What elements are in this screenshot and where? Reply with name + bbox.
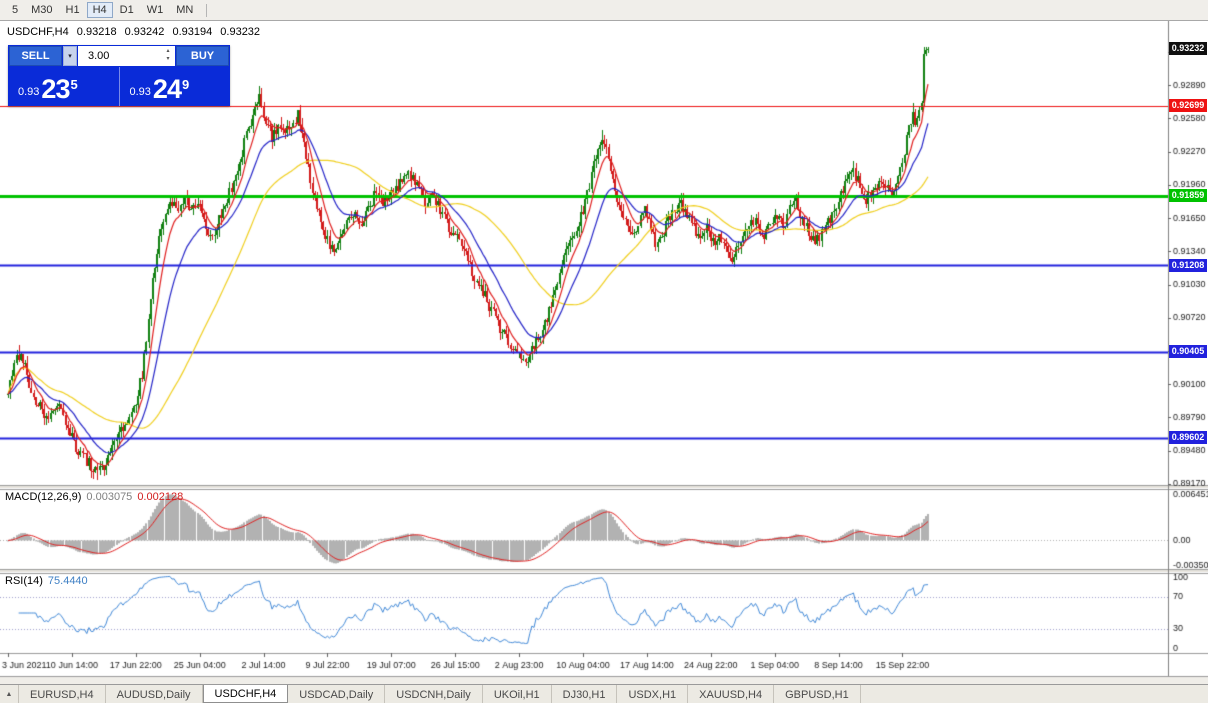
buy-price-pip: 9	[181, 77, 190, 92]
volume-dropdown-button[interactable]: ▾	[63, 46, 77, 66]
chevron-down-icon: ▾	[68, 53, 72, 60]
macd-main-value: 0.003075	[86, 491, 133, 503]
support-line-badge-1: 0.91208	[1169, 258, 1207, 272]
buy-button[interactable]: BUY	[176, 46, 229, 66]
tabbar-scroll-icon[interactable]: ▲	[0, 685, 19, 703]
tab-usdchf-h4[interactable]: USDCHF,H4	[202, 685, 289, 703]
tab-dj30-h1[interactable]: DJ30,H1	[552, 685, 618, 703]
tab-eurusd-h4[interactable]: EURUSD,H4	[19, 685, 106, 703]
timeframe-button-d1[interactable]: D1	[114, 2, 140, 18]
volume-value: 3.00	[88, 50, 110, 62]
trade-panel-controls: SELL ▾ 3.00 ▴ ▾ BUY	[8, 45, 230, 67]
tab-usdcad-daily[interactable]: USDCAD,Daily	[288, 685, 386, 703]
timeframe-button-h1[interactable]: H1	[60, 2, 86, 18]
tab-ukoil-h1[interactable]: UKOil,H1	[483, 685, 552, 703]
tab-usdx-h1[interactable]: USDX,H1	[617, 685, 689, 703]
tab-gbpusd-h1[interactable]: GBPUSD,H1	[774, 685, 861, 703]
support-line-badge-2: 0.90405	[1169, 345, 1207, 359]
trade-panel-quotes: 0.93 23 5 0.93 24 9	[8, 67, 230, 106]
toolbar-separator	[206, 3, 208, 17]
current-price-badge: 0.93232	[1169, 42, 1207, 55]
macd-name: MACD(12,26,9)	[5, 491, 82, 503]
buy-price-prefix: 0.93	[129, 86, 151, 98]
timeframe-button-mn[interactable]: MN	[170, 2, 199, 18]
sell-price-big: 23	[41, 74, 70, 104]
chart-tabbar: ▲ EURUSD,H4 AUDUSD,Daily USDCHF,H4 USDCA…	[0, 684, 1208, 703]
volume-spinner: ▴ ▾	[163, 47, 173, 63]
tab-xauusd-h4[interactable]: XAUUSD,H4	[688, 685, 775, 703]
macd-indicator-label: MACD(12,26,9) 0.003075 0.002128	[5, 491, 183, 503]
timeframe-button-m5[interactable]: 5	[6, 2, 24, 18]
sell-button[interactable]: SELL	[9, 46, 62, 66]
timeframe-button-m30[interactable]: M30	[25, 2, 58, 18]
buy-price-button[interactable]: 0.93 24 9	[118, 67, 231, 106]
one-click-trading-panel: SELL ▾ 3.00 ▴ ▾ BUY 0.93 23 5	[8, 45, 230, 106]
quote-high: 0.93242	[124, 26, 165, 38]
chart-window: USDCHF,H4 0.93218 0.93242 0.93194 0.9323…	[0, 21, 1208, 684]
rsi-value: 75.4440	[47, 575, 88, 587]
quote-header: USDCHF,H4 0.93218 0.93242 0.93194 0.9323…	[7, 26, 260, 38]
sell-price-prefix: 0.93	[18, 86, 40, 98]
price-chart-canvas[interactable]	[0, 21, 1208, 684]
volume-increase-icon[interactable]: ▴	[166, 48, 170, 54]
tab-audusd-daily[interactable]: AUDUSD,Daily	[106, 685, 203, 703]
sell-price-button[interactable]: 0.93 23 5	[8, 67, 119, 106]
symbol-timeframe-label: USDCHF,H4	[7, 26, 69, 38]
resistance-line-badge: 0.92699	[1169, 99, 1207, 113]
timeframe-button-h4[interactable]: H4	[86, 2, 113, 18]
quote-low: 0.93194	[172, 26, 213, 38]
tab-usdcnh-daily[interactable]: USDCNH,Daily	[385, 685, 483, 703]
support-line-badge-3: 0.89602	[1169, 431, 1207, 445]
quote-open: 0.93218	[76, 26, 117, 38]
sell-price-pip: 5	[70, 77, 78, 92]
green-level-badge: 0.91859	[1169, 189, 1207, 203]
quote-close: 0.93232	[220, 26, 261, 38]
macd-signal-value: 0.002128	[137, 491, 184, 503]
volume-decrease-icon[interactable]: ▾	[166, 56, 170, 62]
rsi-name: RSI(14)	[5, 575, 43, 587]
timeframe-button-w1[interactable]: W1	[141, 2, 170, 18]
rsi-indicator-label: RSI(14) 75.4440	[5, 575, 88, 587]
buy-price-big: 24	[152, 74, 182, 104]
timeframe-toolbar: 5 M30 H1 H4 D1 W1 MN	[0, 0, 1208, 21]
volume-field[interactable]: 3.00 ▴ ▾	[78, 46, 175, 66]
